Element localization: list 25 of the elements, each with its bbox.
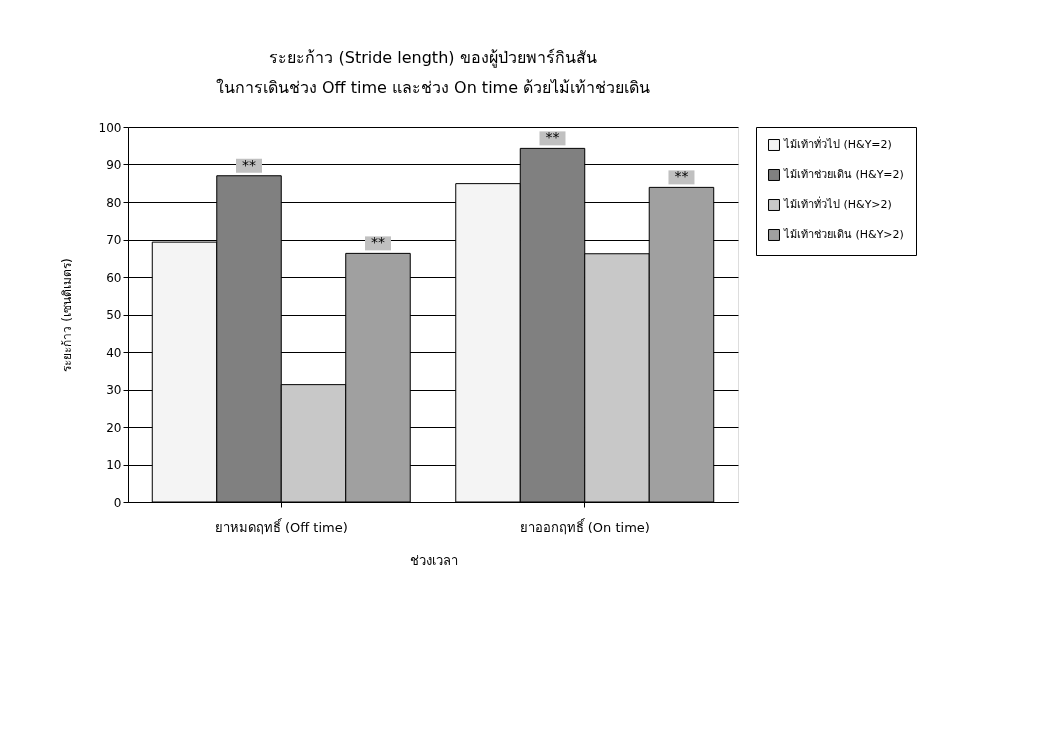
x-axis-title: ช่วงเวลา xyxy=(409,552,458,568)
annotation: ** xyxy=(545,129,560,146)
y-tick-label: 30 xyxy=(106,383,122,397)
y-tick-label: 90 xyxy=(106,158,122,172)
y-tick-label: 50 xyxy=(106,308,122,322)
y-tick-label: 60 xyxy=(106,270,122,285)
legend-label: ไม้เท้าช่วยเดิน (H&Y>2) xyxy=(783,228,904,241)
chart-title: ระยะก้าว (Stride length) ของผู้ป่วยพาร์กินสัน xyxy=(269,48,597,68)
y-tick-label: 70 xyxy=(106,233,122,247)
y-tick-label: 100 xyxy=(98,120,122,135)
y-tick-label: 80 xyxy=(106,195,122,210)
x-tick-label: ยาหมดฤทธิ์ (Off time) xyxy=(214,517,348,535)
y-axis-title: ระยะก้าว (เซนติเมตร) xyxy=(59,258,74,372)
legend-label: ไม้เท้าช่วยเดิน (H&Y=2) xyxy=(783,168,904,181)
chart-subtitle: ในการเดินช่วง Off time และช่วง On time ด้วยไม้เท้าช่วยเดิน xyxy=(215,78,651,97)
y-tick-label: 0 xyxy=(113,495,122,510)
legend-label: ไม้เท้าทั่วไป (H&Y=2) xyxy=(783,136,892,151)
y-tick-label: 40 xyxy=(106,345,122,360)
legend-label: ไม้เท้าทั่วไป (H&Y>2) xyxy=(783,196,892,211)
annotation: ** xyxy=(370,234,385,251)
x-tick-label: ยาออกฤทธิ์ (On time) xyxy=(519,517,650,535)
annotation: ** xyxy=(674,168,689,185)
annotation: ** xyxy=(242,156,257,173)
y-tick-label: 10 xyxy=(106,458,122,472)
y-tick-label: 20 xyxy=(106,420,122,435)
